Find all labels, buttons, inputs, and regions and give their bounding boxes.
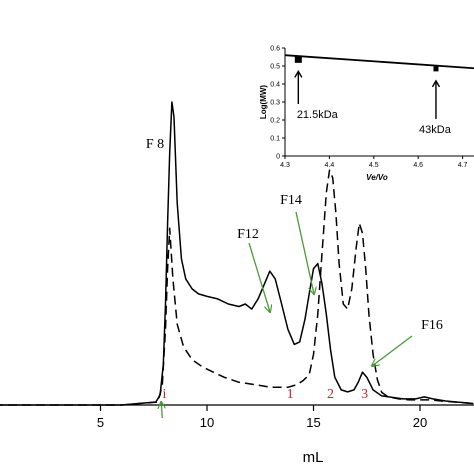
fraction-label: 3 <box>361 387 368 402</box>
inset-x-tick-label: 4.3 <box>280 162 290 169</box>
inset-point-label: 43kDa <box>419 124 452 136</box>
inset-y-axis-label: Log(MW) <box>259 85 268 120</box>
series-line-dashed <box>0 169 474 406</box>
inset-data-point <box>294 55 302 63</box>
peak-annotation-label: F14 <box>280 193 302 208</box>
x-ticks: 5 10 15 20 <box>97 405 427 430</box>
inset-background <box>285 48 474 156</box>
inset-arrow-head <box>294 69 303 78</box>
x-axis-label: mL <box>303 449 324 466</box>
inset-y-tick-label: 0.4 <box>270 82 280 89</box>
main-plot: 5 10 15 20 mL F 8 F12 F14 F16 i 1 2 3 <box>0 101 474 466</box>
inset-fit-line <box>284 54 474 70</box>
inset-y-tick-label: 0.1 <box>270 136 280 143</box>
peak-annotation-label: F16 <box>421 318 443 333</box>
x-tick-label: 10 <box>200 415 214 430</box>
inset-data-point <box>433 66 439 72</box>
peak-annotations: F 8 F12 F14 F16 <box>146 137 443 419</box>
inset-point-label: 21.5kDa <box>297 109 339 121</box>
inset-x-tick-label: 4.5 <box>369 162 379 169</box>
peak-annotation-label: F12 <box>237 227 259 242</box>
inset-y-tick-label: 0 <box>276 154 280 161</box>
inset-calibration-plot: 0 0.1 0.2 0.3 0.4 0.5 0.6 4.3 4.4 4.5 4.6 4.7 Ve/Vo L… <box>259 46 474 182</box>
x-tick-label: 15 <box>306 415 320 430</box>
inset-x-axis-label: Ve/Vo <box>366 173 388 182</box>
peak-annotation-arrow <box>295 211 314 294</box>
inset-arrow-head <box>431 79 441 88</box>
fraction-label: 2 <box>327 387 334 402</box>
peak-annotation-arrow <box>372 335 413 366</box>
x-tick-label: 20 <box>413 415 427 430</box>
x-tick-label: 5 <box>97 415 104 430</box>
inset-y-tick-label: 0.5 <box>270 64 280 71</box>
fraction-label: i <box>162 387 166 402</box>
fraction-label: 1 <box>287 387 294 402</box>
fraction-labels: i 1 2 3 <box>162 387 368 402</box>
peak-annotation-label: F 8 <box>146 137 164 152</box>
injection-arrow <box>161 402 162 419</box>
inset-x-tick-label: 4.4 <box>325 162 335 169</box>
inset-y-tick-label: 0.2 <box>270 118 280 125</box>
inset-x-tick-label: 4.6 <box>413 162 423 169</box>
peak-annotation-arrow <box>248 242 270 312</box>
inset-x-tick-label: 4.7 <box>458 162 468 169</box>
series-line-solid <box>0 101 474 406</box>
inset-y-tick-label: 0.3 <box>270 100 280 107</box>
inset-y-tick-label: 0.6 <box>270 46 280 53</box>
